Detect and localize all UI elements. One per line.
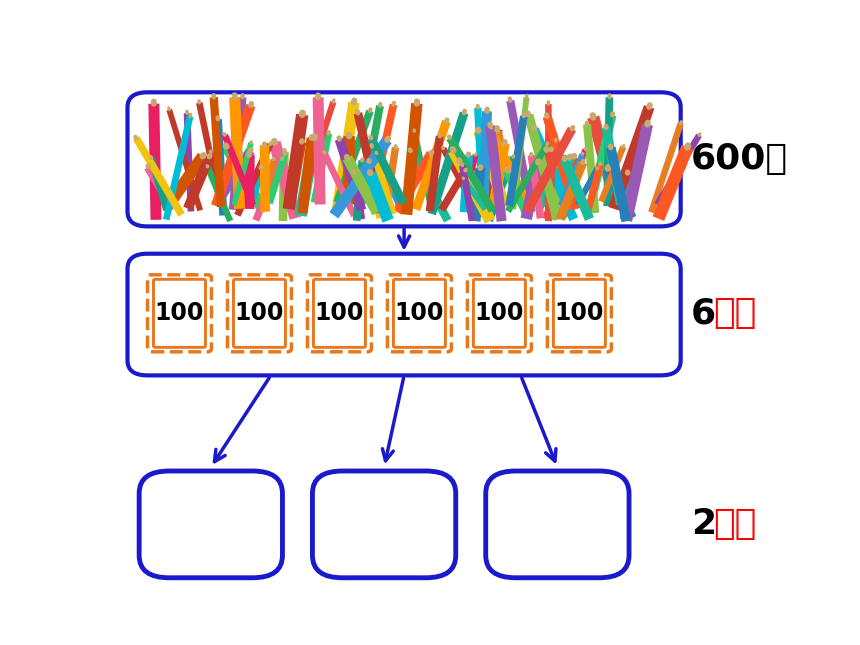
Text: 2: 2 [691,508,716,541]
FancyBboxPatch shape [308,275,372,352]
FancyBboxPatch shape [486,471,629,578]
FancyBboxPatch shape [387,275,452,352]
Text: 100: 100 [555,301,604,325]
Text: 个百: 个百 [713,508,756,541]
FancyBboxPatch shape [553,279,605,347]
Text: 6: 6 [691,296,716,330]
Text: 个百: 个百 [713,296,756,330]
FancyBboxPatch shape [227,275,292,352]
FancyBboxPatch shape [473,279,525,347]
Text: 600根: 600根 [691,143,788,176]
FancyBboxPatch shape [139,471,282,578]
FancyBboxPatch shape [233,279,286,347]
Text: 100: 100 [315,301,364,325]
Text: 100: 100 [475,301,524,325]
Text: 100: 100 [235,301,284,325]
FancyBboxPatch shape [468,275,531,352]
FancyBboxPatch shape [313,279,365,347]
FancyBboxPatch shape [312,471,456,578]
FancyBboxPatch shape [393,279,445,347]
Text: 100: 100 [155,301,204,325]
FancyBboxPatch shape [547,275,611,352]
Text: 100: 100 [395,301,444,325]
FancyBboxPatch shape [153,279,206,347]
FancyBboxPatch shape [127,253,680,375]
FancyBboxPatch shape [148,275,212,352]
FancyBboxPatch shape [127,92,680,226]
